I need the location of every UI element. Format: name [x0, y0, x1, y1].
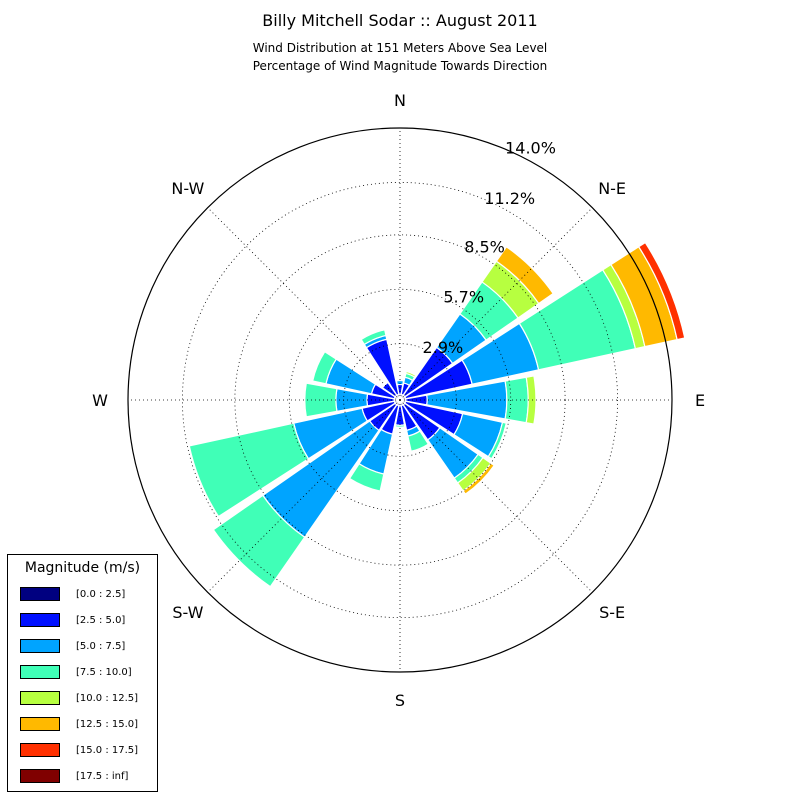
radial-tick-label-0: 2.9% [423, 338, 464, 357]
radial-tick-label-3: 11.2% [484, 189, 535, 208]
wedge-sector-4-bin-4 [525, 375, 537, 425]
legend-item: [7.5 : 10.0] [20, 665, 155, 681]
wedge-sector-0-bin-2 [395, 379, 405, 386]
direction-label-n-w: N-W [171, 179, 204, 198]
wedge-sector-1-bin-4 [405, 370, 417, 378]
direction-label-w: W [92, 391, 108, 410]
wedge-sector-13-bin-3 [311, 350, 338, 385]
wedge-sector-12-bin-3 [304, 382, 338, 418]
grid-spoke-1 [399, 207, 593, 401]
legend: Magnitude (m/s) [0.0 : 2.5] [2.5 : 5.0] [5… [7, 554, 158, 792]
legend-label: [17.5 : inf] [76, 771, 129, 782]
legend-label: [10.0 : 12.5] [76, 693, 139, 704]
wedge-sector-8-bin-3 [394, 424, 406, 428]
wind-rose-bars [188, 241, 686, 588]
radial-tick-label-2: 8.5% [464, 237, 505, 256]
wedge-sector-5-bin-3 [487, 421, 508, 460]
legend-swatch [20, 587, 60, 601]
grid-circle-2 [234, 234, 566, 566]
chart-title: Billy Mitchell Sodar :: August 2011 [262, 11, 538, 30]
direction-label-n-e: N-E [598, 179, 626, 198]
legend-item: [5.0 : 7.5] [20, 639, 155, 655]
legend-label: [0.0 : 2.5] [76, 589, 126, 600]
direction-label-s: S [395, 691, 405, 710]
legend-label: [2.5 : 5.0] [76, 615, 126, 626]
wedge-sector-10-bin-3 [212, 494, 306, 588]
radial-tick-label-1: 5.7% [443, 288, 484, 307]
legend-item: [17.5 : inf] [20, 769, 155, 785]
legend-swatch [20, 665, 60, 679]
legend-swatch [20, 717, 60, 731]
direction-label-e: E [695, 391, 705, 410]
wedge-sector-11-bin-3 [188, 422, 310, 518]
grid-spoke-7 [207, 207, 401, 401]
legend-label: [12.5 : 15.0] [76, 719, 139, 730]
grid-spoke-3 [399, 399, 593, 593]
polar-grid [128, 128, 672, 672]
legend-swatch [20, 691, 60, 705]
legend-title: Magnitude (m/s) [24, 560, 141, 576]
radial-tick-label-4: 14.0% [505, 139, 556, 158]
direction-label-s-e: S-E [599, 603, 625, 622]
radial-tick-labels: 2.9% 5.7% 8.5% 11.2% 14.0% [423, 139, 556, 357]
legend-item: [12.5 : 15.0] [20, 717, 155, 733]
wedge-sector-15-bin-3 [360, 329, 387, 346]
legend-label: [5.0 : 7.5] [76, 641, 126, 652]
legend-item: [0.0 : 2.5] [20, 587, 155, 603]
chart-subtitle-line-1: Wind Distribution at 151 Meters Above Se… [252, 41, 548, 55]
wedge-sector-7-bin-3 [407, 430, 430, 452]
legend-item: [10.0 : 12.5] [20, 691, 155, 707]
direction-labels: N N-E E S-E S S-W W N-W [92, 91, 705, 710]
direction-label-n: N [394, 91, 406, 110]
legend-item: [2.5 : 5.0] [20, 613, 155, 629]
chart-subtitle-line-2: Percentage of Wind Magnitude Towards Dir… [252, 59, 548, 73]
legend-label: [7.5 : 10.0] [76, 667, 132, 678]
wedge-sector-9-bin-3 [348, 462, 385, 492]
legend-swatch [20, 613, 60, 627]
wedge-sector-14-bin-1 [381, 381, 398, 398]
legend-label: [15.0 : 17.5] [76, 745, 139, 756]
legend-item: [15.0 : 17.5] [20, 743, 155, 759]
legend-swatch [20, 639, 60, 653]
grid-circle-1 [288, 288, 512, 512]
legend-swatch [20, 743, 60, 757]
outer-boundary [127, 127, 673, 673]
grid-circle-3 [181, 181, 619, 619]
direction-label-s-w: S-W [172, 603, 203, 622]
wedge-sector-3-bin-6 [637, 241, 686, 341]
grid-spoke-5 [207, 399, 401, 593]
legend-swatch [20, 769, 60, 783]
